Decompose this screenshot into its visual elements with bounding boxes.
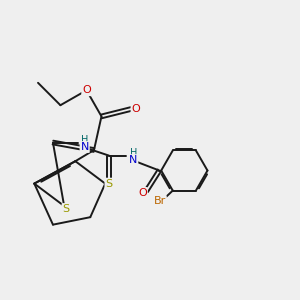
Text: O: O (138, 188, 147, 198)
Text: S: S (105, 178, 112, 189)
Text: S: S (62, 204, 70, 214)
Text: O: O (131, 104, 140, 114)
Text: N: N (80, 142, 89, 152)
Text: H: H (81, 134, 88, 145)
Text: O: O (82, 85, 91, 95)
Text: N: N (129, 155, 137, 165)
Text: H: H (130, 148, 137, 158)
Text: Br: Br (154, 196, 166, 206)
